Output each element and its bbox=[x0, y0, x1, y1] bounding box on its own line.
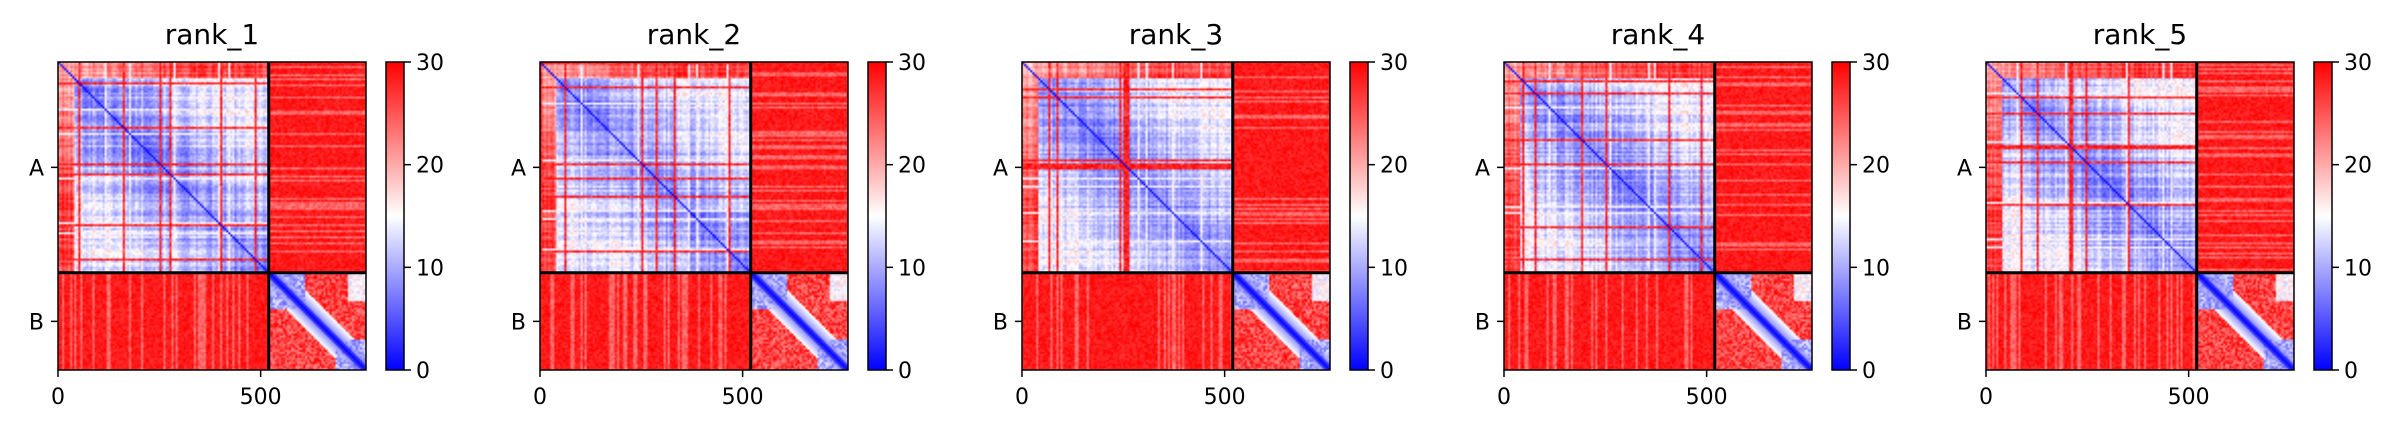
pae-heatmap bbox=[1986, 62, 2294, 370]
colorbar-tick-label: 30 bbox=[416, 51, 444, 76]
colorbar bbox=[1831, 61, 1851, 371]
colorbar bbox=[2313, 61, 2333, 371]
colorbar-tick-label: 10 bbox=[1380, 256, 1408, 281]
colorbar-tick-label: 20 bbox=[2344, 154, 2372, 179]
y-tick-label: B bbox=[29, 310, 44, 335]
x-tick-label: 0 bbox=[533, 385, 547, 410]
pae-heatmap bbox=[1022, 62, 1330, 370]
colorbar-tick-label: 10 bbox=[898, 256, 926, 281]
colorbar bbox=[867, 61, 887, 371]
y-tick-label: A bbox=[511, 156, 526, 181]
plot-frame bbox=[1985, 61, 2295, 371]
x-tick-label: 500 bbox=[2168, 385, 2210, 410]
colorbar-tick-label: 0 bbox=[416, 359, 430, 384]
panel-title: rank_3 bbox=[1129, 18, 1223, 51]
colorbar-tick-label: 30 bbox=[898, 51, 926, 76]
pae-heatmap bbox=[1504, 62, 1812, 370]
panel-2: rank_2 A B 0 500 0 10 20 30 bbox=[511, 18, 926, 410]
colorbar-tick-label: 0 bbox=[898, 359, 912, 384]
y-tick-label: A bbox=[993, 156, 1008, 181]
y-tick-label: A bbox=[1957, 156, 1972, 181]
colorbar-tick-label: 20 bbox=[416, 154, 444, 179]
panel-title: rank_2 bbox=[647, 18, 741, 51]
colorbar-tick-label: 0 bbox=[1380, 359, 1394, 384]
colorbar-tick-label: 10 bbox=[416, 256, 444, 281]
x-tick-label: 0 bbox=[51, 385, 65, 410]
colorbar-tick-label: 10 bbox=[2344, 256, 2372, 281]
pae-heatmap bbox=[540, 62, 848, 370]
y-tick-label: B bbox=[1475, 310, 1490, 335]
colorbar-tick-label: 30 bbox=[1380, 51, 1408, 76]
colorbar-tick-label: 0 bbox=[2344, 359, 2358, 384]
colorbar-tick-label: 0 bbox=[1862, 359, 1876, 384]
colorbar-tick-label: 10 bbox=[1862, 256, 1890, 281]
y-tick-label: B bbox=[1957, 310, 1972, 335]
panel-title: rank_5 bbox=[2093, 18, 2187, 51]
x-tick-label: 0 bbox=[1015, 385, 1029, 410]
x-tick-label: 500 bbox=[1686, 385, 1728, 410]
colorbar-tick-label: 30 bbox=[2344, 51, 2372, 76]
y-tick-label: A bbox=[29, 156, 44, 181]
pae-heatmap bbox=[58, 62, 366, 370]
y-tick-label: B bbox=[511, 310, 526, 335]
colorbar bbox=[1349, 61, 1369, 371]
y-tick-label: B bbox=[993, 310, 1008, 335]
x-tick-label: 500 bbox=[240, 385, 282, 410]
x-tick-label: 500 bbox=[1204, 385, 1246, 410]
plot-frame bbox=[1503, 61, 1813, 371]
panel-4: rank_4 A B 0 500 0 10 20 30 bbox=[1475, 18, 1890, 410]
plot-frame bbox=[1021, 61, 1331, 371]
x-tick-label: 500 bbox=[722, 385, 764, 410]
y-tick-label: A bbox=[1475, 156, 1490, 181]
x-tick-label: 0 bbox=[1497, 385, 1511, 410]
colorbar-tick-label: 20 bbox=[1380, 154, 1408, 179]
colorbar-tick-label: 30 bbox=[1862, 51, 1890, 76]
panel-3: rank_3 A B 0 500 0 10 20 30 bbox=[993, 18, 1408, 410]
panel-1: rank_1 A B 0 500 0 10 20 30 bbox=[29, 18, 444, 410]
plot-frame bbox=[57, 61, 367, 371]
panel-title: rank_1 bbox=[165, 18, 259, 51]
x-tick-label: 0 bbox=[1979, 385, 1993, 410]
colorbar bbox=[385, 61, 405, 371]
colorbar-tick-label: 20 bbox=[1862, 154, 1890, 179]
colorbar-tick-label: 20 bbox=[898, 154, 926, 179]
panel-5: rank_5 A B 0 500 0 10 20 30 bbox=[1957, 18, 2372, 410]
panel-title: rank_4 bbox=[1611, 18, 1705, 51]
plot-frame bbox=[539, 61, 849, 371]
